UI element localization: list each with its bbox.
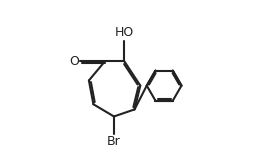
Text: HO: HO bbox=[114, 26, 133, 39]
Text: O: O bbox=[69, 55, 79, 68]
Text: Br: Br bbox=[107, 135, 120, 148]
